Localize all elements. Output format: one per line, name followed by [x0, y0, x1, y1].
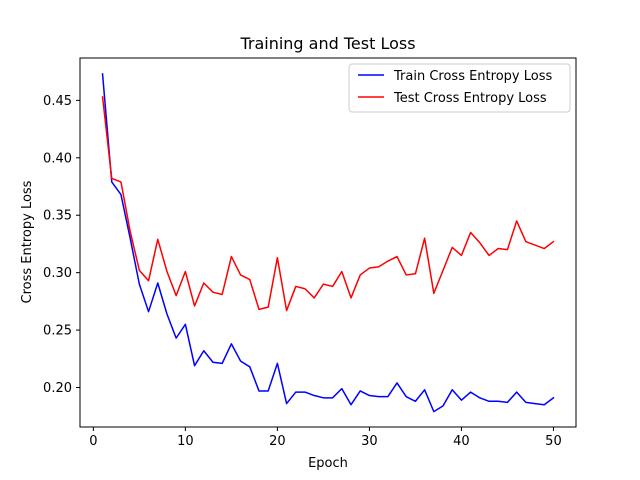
x-tick-label: 40: [453, 434, 470, 449]
series-layer: [101, 73, 555, 413]
x-axis-label: Epoch: [308, 456, 348, 471]
x-tick-label: 20: [269, 434, 286, 449]
x-tick-label: 10: [177, 434, 194, 449]
plot-frame: [79, 57, 577, 428]
train-loss-line: [101, 73, 555, 413]
x-axis: 0 10 20 30 40 50: [89, 427, 562, 449]
x-tick-label: 0: [89, 434, 97, 449]
y-tick-label: 0.35: [43, 209, 72, 224]
x-tick-label: 30: [361, 434, 378, 449]
y-tick-label: 0.45: [43, 94, 72, 109]
test-loss-line: [101, 96, 555, 312]
y-tick-label: 0.30: [43, 266, 72, 281]
legend-train-label: Train Cross Entropy Loss: [393, 69, 552, 84]
legend: Train Cross Entropy Loss Test Cross Entr…: [348, 63, 571, 113]
chart-title: Training and Test Loss: [239, 34, 415, 53]
x-tick-label: 50: [545, 434, 562, 449]
legend-test-label: Test Cross Entropy Loss: [393, 91, 547, 106]
y-tick-label: 0.25: [43, 324, 72, 339]
y-tick-label: 0.20: [43, 381, 72, 396]
y-tick-label: 0.40: [43, 151, 72, 166]
legend-box: [348, 63, 571, 113]
y-axis: 0.20 0.25 0.30 0.35 0.40 0.45: [43, 94, 80, 396]
y-axis-label: Cross Entropy Loss: [20, 180, 35, 303]
